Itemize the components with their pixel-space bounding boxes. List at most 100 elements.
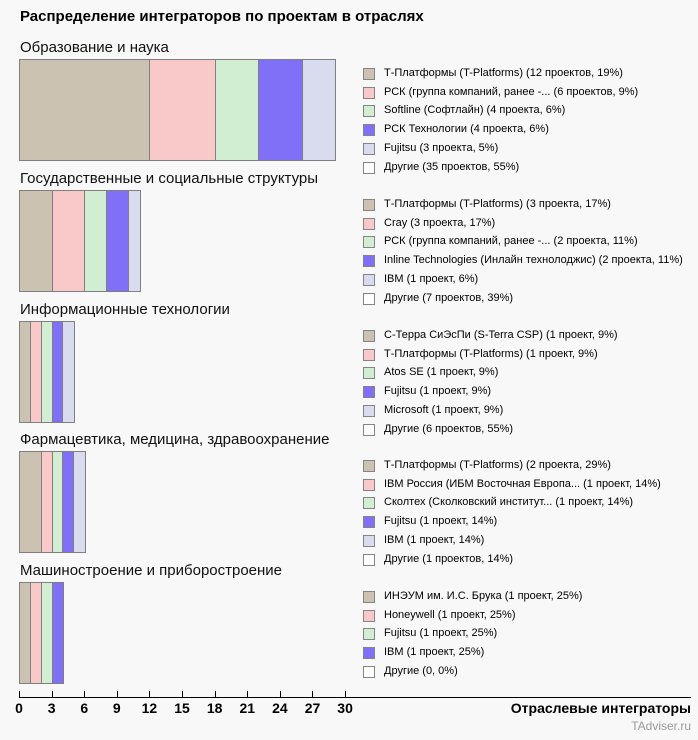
- legend-color-swatch: [363, 665, 375, 678]
- legend-color-swatch: [363, 348, 375, 361]
- legend-label: Т-Платформы (T-Platforms) (2 проекта, 29…: [384, 459, 611, 471]
- bar-segment: [85, 191, 107, 291]
- x-axis-tick: [345, 691, 347, 697]
- x-axis-tick: [19, 691, 20, 697]
- x-axis-tick: [247, 691, 249, 697]
- section-title: Государственные и социальные структуры: [20, 170, 319, 187]
- legend-color-swatch: [363, 142, 375, 155]
- legend-label: РСК (группа компаний, ранее -... (2 прое…: [384, 235, 638, 248]
- legend-label: Fujitsu (3 проекта, 5%): [384, 141, 499, 154]
- stacked-bar: [19, 190, 141, 292]
- section-title: Машиностроение и приборостроение: [20, 562, 283, 579]
- legend-color-swatch: [363, 516, 375, 529]
- legend-color-swatch: [363, 460, 375, 472]
- bar-segment: [63, 452, 75, 552]
- legend-label: Fujitsu (1 проект, 25%): [384, 627, 498, 640]
- page-title: Распределение интеграторов по проектам в…: [20, 8, 424, 25]
- legend-color-swatch: [363, 591, 375, 603]
- legend-color-swatch: [363, 236, 375, 249]
- legend-color-swatch: [363, 553, 375, 566]
- x-axis-tick: [149, 691, 151, 697]
- legend-label: Другие (0, 0%): [384, 664, 458, 677]
- legend-color-swatch: [363, 255, 375, 268]
- watermark: TAdviser.ru: [631, 719, 691, 733]
- legend-label: Microsoft (1 проект, 9%): [384, 403, 504, 416]
- legend-color-swatch: [363, 534, 375, 547]
- legend-label: Другие (35 проектов, 55%): [384, 160, 520, 173]
- legend-label: Другие (7 проектов, 39%): [384, 291, 514, 304]
- legend-label: Т-Платформы (T-Platforms) (3 проекта, 17…: [384, 198, 611, 210]
- bar-segment: [52, 452, 64, 552]
- legend-label: Т-Платформы (T-Platforms) (1 проект, 9%): [384, 347, 598, 360]
- legend-color-swatch: [363, 628, 375, 641]
- legend-label: Cray (3 проекта, 17%): [384, 216, 496, 229]
- bar-segment: [30, 583, 42, 683]
- bar-segment: [52, 191, 86, 291]
- legend-color-swatch: [363, 292, 375, 305]
- bar-segment: [52, 583, 64, 683]
- x-axis-tick-label: 27: [304, 700, 321, 716]
- x-axis-tick-label: 12: [141, 700, 158, 716]
- legend-label: IBM (1 проект, 6%): [384, 272, 479, 285]
- x-axis-tick: [279, 691, 281, 697]
- legend-label: Сколтех (Сколковский институт... (1 прое…: [384, 496, 634, 509]
- x-axis-tick-label: 21: [239, 700, 256, 716]
- bar-segment: [63, 322, 75, 422]
- legend-label: IBM (1 проект, 25%): [384, 646, 485, 659]
- bar-segment: [74, 452, 86, 552]
- section-title: Фармацевтика, медицина, здравоохранение: [20, 431, 330, 448]
- x-axis-tick: [182, 691, 184, 697]
- stacked-bar: [19, 451, 87, 553]
- legend-color-swatch: [363, 423, 375, 436]
- x-axis-line: [19, 697, 691, 698]
- x-axis-tick: [312, 691, 314, 697]
- bar-segment: [20, 452, 42, 552]
- x-axis-tick-label: 3: [47, 700, 56, 716]
- bar-segment: [20, 191, 53, 291]
- stacked-bar: [19, 59, 337, 161]
- x-axis-tick-label: 9: [112, 700, 121, 716]
- bar-segment: [30, 322, 42, 422]
- legend-label: Honeywell (1 проект, 25%): [384, 608, 516, 621]
- legend-color-swatch: [363, 386, 375, 399]
- x-axis-tick-label: 24: [272, 700, 288, 716]
- legend-color-swatch: [363, 478, 375, 491]
- legend-color-swatch: [363, 497, 375, 510]
- bar-segment: [41, 322, 53, 422]
- bar-segment: [106, 191, 129, 291]
- legend-color-swatch: [363, 609, 375, 622]
- section-title: Образование и наука: [20, 39, 169, 56]
- legend-label: РСК (группа компаний, ранее -... (6 прое…: [384, 85, 639, 98]
- legend-label: Т-Платформы (T-Platforms) (12 проектов, …: [384, 67, 623, 79]
- legend-color-swatch: [363, 367, 375, 380]
- x-axis-tick-label: 30: [337, 700, 353, 716]
- bar-segment: [41, 583, 53, 683]
- legend-label: РСК Технологии (4 проекта, 6%): [384, 123, 549, 136]
- bar-segment: [20, 322, 31, 422]
- legend-color-swatch: [363, 161, 375, 174]
- legend-label: Другие (1 проектов, 14%): [384, 552, 514, 565]
- legend-label: ИНЭУМ им. И.С. Брука (1 проект, 25%): [384, 590, 583, 602]
- stacked-bar: [19, 321, 76, 423]
- legend-label: Fujitsu (1 проект, 14%): [384, 515, 498, 528]
- legend-color-swatch: [363, 217, 375, 230]
- legend-color-swatch: [363, 647, 375, 660]
- legend-color-swatch: [363, 404, 375, 417]
- stacked-bar: [19, 582, 65, 684]
- x-axis-tick: [116, 691, 118, 697]
- legend-label: Inline Technologies (Инлайн технолоджис)…: [384, 254, 683, 267]
- legend-color-swatch: [363, 86, 375, 99]
- legend-label: Другие (6 проектов, 55%): [384, 422, 514, 435]
- legend-color-swatch: [363, 124, 375, 137]
- section-title: Информационные технологии: [20, 301, 230, 318]
- x-axis-tick-label: 6: [80, 700, 89, 716]
- bar-segment: [41, 452, 53, 552]
- x-axis-tick: [214, 691, 216, 697]
- legend-color-swatch: [363, 68, 375, 80]
- legend-label: С-Терра СиЭсПи (S-Terra CSP) (1 проект, …: [384, 329, 618, 341]
- legend-label: Softline (Софтлайн) (4 проекта, 6%): [384, 104, 566, 117]
- x-axis-tick-label: 18: [206, 700, 223, 716]
- bar-segment: [302, 60, 336, 160]
- x-axis-tick: [84, 691, 86, 697]
